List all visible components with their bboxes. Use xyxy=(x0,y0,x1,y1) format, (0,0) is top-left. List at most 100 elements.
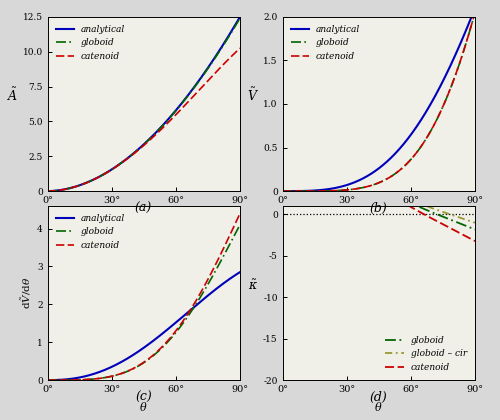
Text: (c): (c) xyxy=(135,391,152,404)
catenoid xyxy=(122,370,128,375)
globoid xyxy=(64,378,70,383)
globoid xyxy=(194,81,200,86)
globoid xyxy=(430,125,436,130)
globoid xyxy=(364,195,370,200)
Legend: analytical, globoid, catenoid: analytical, globoid, catenoid xyxy=(287,21,364,65)
Legend: analytical, globoid, catenoid: analytical, globoid, catenoid xyxy=(52,210,129,254)
globoid xyxy=(412,152,418,158)
catenoid xyxy=(412,207,418,212)
catenoid xyxy=(198,289,204,294)
catenoid xyxy=(44,378,51,383)
X-axis label: $\theta$: $\theta$ xyxy=(140,210,148,223)
catenoid xyxy=(198,86,204,91)
Line: globoid: globoid xyxy=(48,225,240,380)
catenoid xyxy=(358,195,364,200)
globoid xyxy=(44,189,51,194)
globoid – cir xyxy=(280,195,285,200)
analytical xyxy=(122,357,128,362)
analytical xyxy=(299,189,305,194)
globoid – cir xyxy=(430,206,436,211)
Line: globoid: globoid xyxy=(48,18,240,191)
globoid xyxy=(430,210,436,215)
analytical xyxy=(64,186,70,192)
globoid xyxy=(198,294,204,299)
analytical xyxy=(130,152,136,157)
catenoid xyxy=(237,211,243,216)
globoid xyxy=(472,227,478,232)
globoid xyxy=(472,10,478,15)
globoid xyxy=(364,184,370,189)
catenoid xyxy=(299,195,305,200)
catenoid xyxy=(237,46,243,51)
globoid xyxy=(237,222,243,227)
Line: analytical: analytical xyxy=(48,272,240,380)
globoid xyxy=(194,299,200,304)
Legend: analytical, globoid, catenoid: analytical, globoid, catenoid xyxy=(52,21,129,65)
analytical xyxy=(280,189,285,194)
analytical xyxy=(358,177,364,182)
globoid xyxy=(130,152,136,157)
globoid xyxy=(412,202,418,207)
X-axis label: $\theta$: $\theta$ xyxy=(140,399,148,412)
Y-axis label: $\tilde{V}$: $\tilde{V}$ xyxy=(248,87,260,104)
catenoid xyxy=(472,239,478,244)
Text: (d): (d) xyxy=(370,391,388,404)
globoid – cir xyxy=(358,195,364,200)
Line: catenoid: catenoid xyxy=(48,48,240,191)
analytical xyxy=(472,5,478,10)
globoid – cir xyxy=(412,199,418,204)
catenoid xyxy=(194,89,200,94)
globoid xyxy=(237,16,243,21)
globoid xyxy=(280,189,285,194)
Y-axis label: d$\tilde{V}$/d$\theta$: d$\tilde{V}$/d$\theta$ xyxy=(19,277,32,309)
Line: analytical: analytical xyxy=(282,8,475,191)
globoid xyxy=(64,186,70,192)
analytical xyxy=(176,103,182,108)
analytical xyxy=(237,14,243,19)
X-axis label: $\theta$: $\theta$ xyxy=(374,210,383,223)
globoid xyxy=(299,189,305,194)
globoid xyxy=(433,118,439,123)
analytical xyxy=(122,158,128,163)
analytical xyxy=(430,98,436,103)
catenoid xyxy=(176,323,182,328)
globoid xyxy=(176,104,182,109)
catenoid xyxy=(44,189,51,194)
analytical xyxy=(364,173,370,178)
Line: catenoid: catenoid xyxy=(282,12,475,191)
catenoid xyxy=(122,158,128,163)
analytical xyxy=(64,377,70,382)
globoid – cir xyxy=(299,195,305,200)
catenoid xyxy=(130,367,136,372)
catenoid xyxy=(358,186,364,191)
analytical xyxy=(433,92,439,97)
Text: (b): (b) xyxy=(370,202,388,215)
globoid xyxy=(198,76,204,81)
catenoid xyxy=(280,189,285,194)
globoid xyxy=(299,195,305,200)
globoid xyxy=(433,211,439,216)
Line: catenoid: catenoid xyxy=(282,197,475,241)
X-axis label: $\theta$: $\theta$ xyxy=(374,399,383,412)
globoid xyxy=(176,325,182,330)
globoid – cir xyxy=(364,195,370,200)
catenoid xyxy=(433,118,439,123)
Text: (a): (a) xyxy=(135,202,152,215)
analytical xyxy=(44,189,51,194)
globoid xyxy=(280,195,285,200)
catenoid xyxy=(130,152,136,158)
catenoid xyxy=(176,108,182,113)
catenoid xyxy=(299,189,305,194)
catenoid xyxy=(64,186,70,192)
catenoid xyxy=(430,125,436,130)
analytical xyxy=(194,80,200,85)
Y-axis label: $\tilde{\kappa}$: $\tilde{\kappa}$ xyxy=(248,278,258,293)
globoid xyxy=(358,195,364,200)
globoid – cir xyxy=(472,220,478,225)
analytical xyxy=(237,270,243,275)
Y-axis label: $\tilde{A}$: $\tilde{A}$ xyxy=(7,87,18,104)
catenoid xyxy=(412,152,418,158)
analytical xyxy=(176,317,182,322)
catenoid xyxy=(364,184,370,189)
Legend: globoid, globoid – cir, catenoid: globoid, globoid – cir, catenoid xyxy=(382,332,470,375)
